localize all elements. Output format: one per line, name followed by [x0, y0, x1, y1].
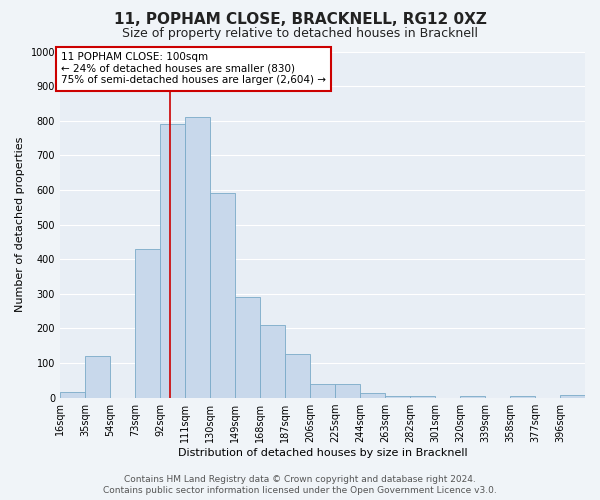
Y-axis label: Number of detached properties: Number of detached properties — [15, 137, 25, 312]
Bar — [460, 396, 485, 398]
Bar — [560, 395, 585, 398]
Bar — [235, 297, 260, 398]
X-axis label: Distribution of detached houses by size in Bracknell: Distribution of detached houses by size … — [178, 448, 467, 458]
Bar — [410, 396, 435, 398]
Bar — [135, 249, 160, 398]
Bar — [510, 396, 535, 398]
Bar — [160, 124, 185, 398]
Text: Contains HM Land Registry data © Crown copyright and database right 2024.: Contains HM Land Registry data © Crown c… — [124, 475, 476, 484]
Text: 11, POPHAM CLOSE, BRACKNELL, RG12 0XZ: 11, POPHAM CLOSE, BRACKNELL, RG12 0XZ — [113, 12, 487, 28]
Text: Contains public sector information licensed under the Open Government Licence v3: Contains public sector information licen… — [103, 486, 497, 495]
Bar — [360, 394, 385, 398]
Text: 11 POPHAM CLOSE: 100sqm
← 24% of detached houses are smaller (830)
75% of semi-d: 11 POPHAM CLOSE: 100sqm ← 24% of detache… — [61, 52, 326, 86]
Bar — [210, 194, 235, 398]
Bar — [285, 354, 310, 398]
Bar — [85, 356, 110, 398]
Bar — [385, 396, 410, 398]
Bar — [60, 392, 85, 398]
Bar — [335, 384, 360, 398]
Text: Size of property relative to detached houses in Bracknell: Size of property relative to detached ho… — [122, 28, 478, 40]
Bar — [260, 325, 285, 398]
Bar — [185, 118, 210, 398]
Bar — [310, 384, 335, 398]
